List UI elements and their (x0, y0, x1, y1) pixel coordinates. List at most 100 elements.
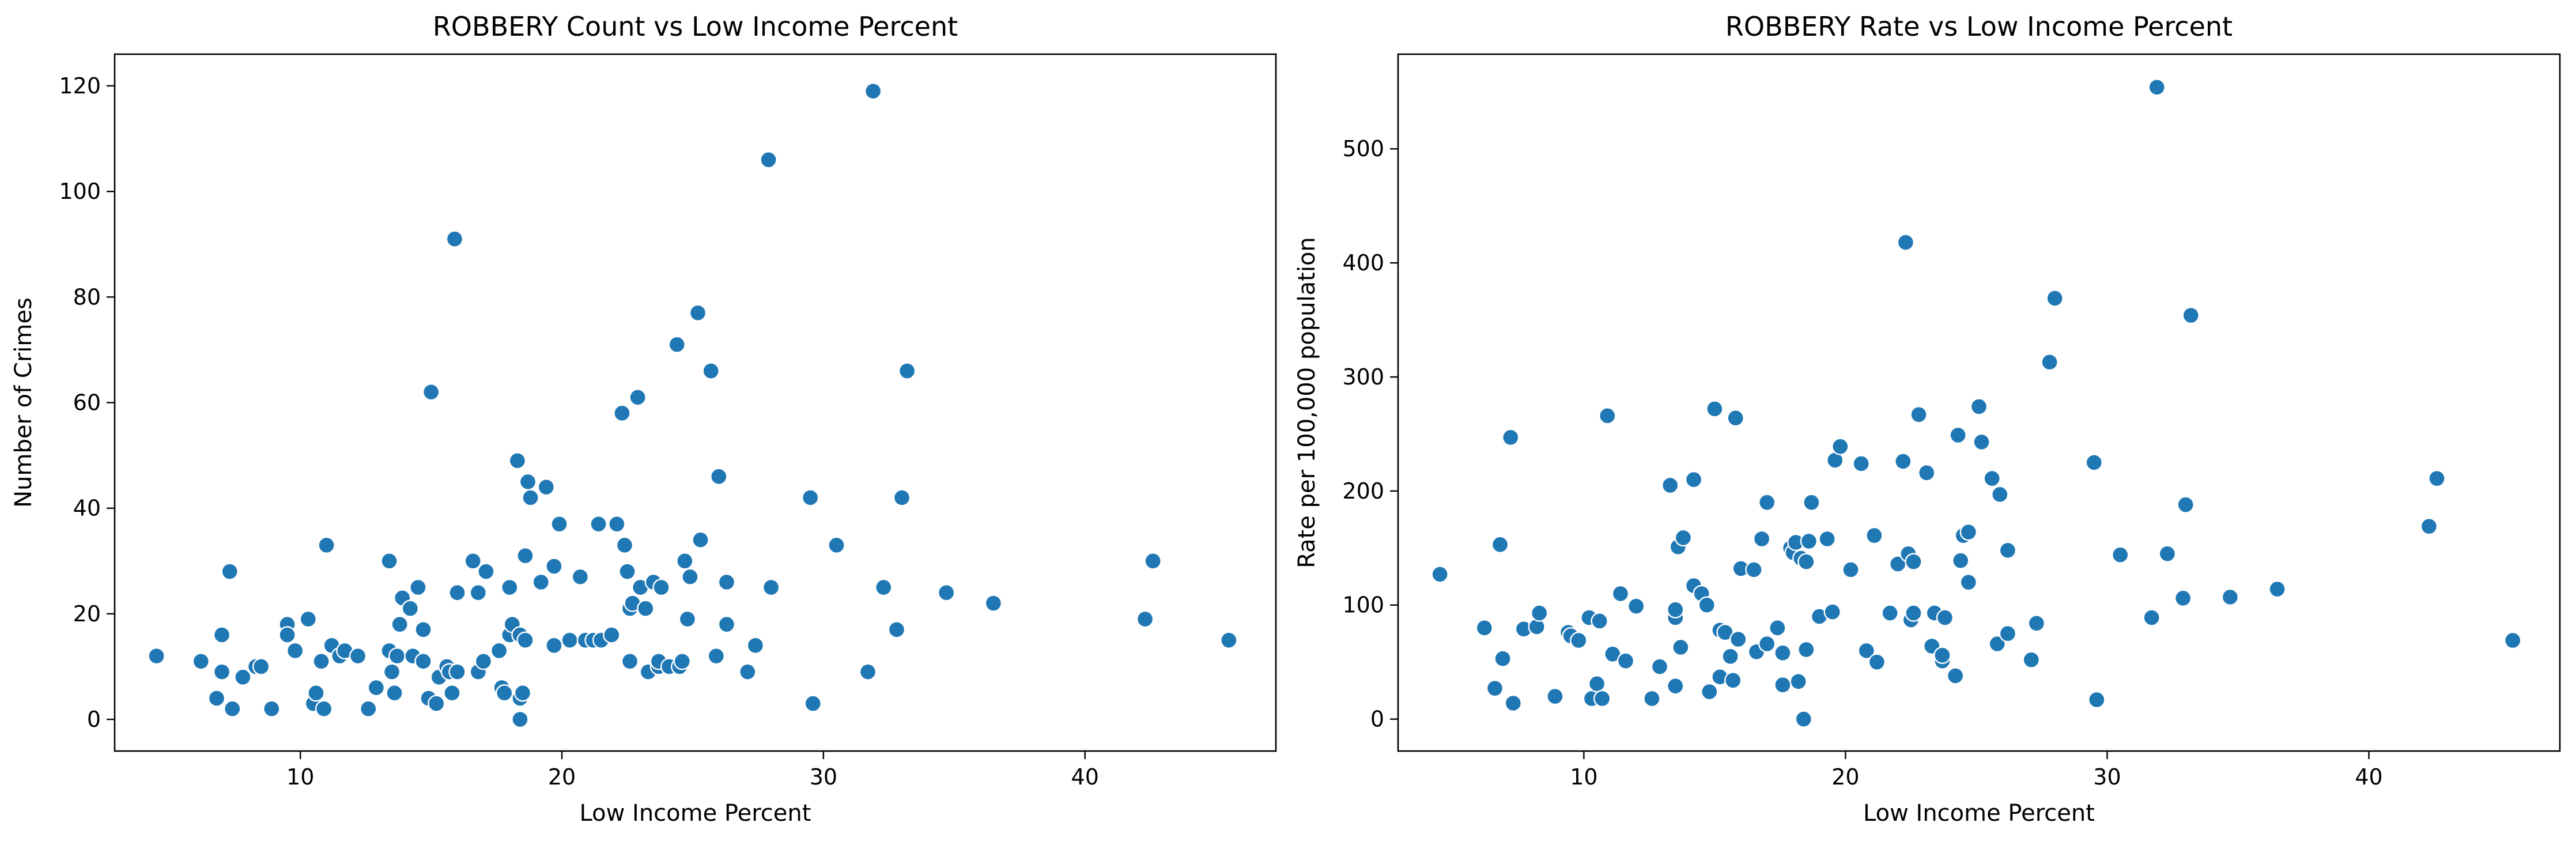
y-tick-label: 100 (1342, 593, 1384, 618)
y-axis-label: Number of Crimes (10, 297, 37, 508)
scatter-point (207, 689, 226, 707)
scatter-point (409, 578, 427, 597)
scatter-point (1857, 642, 1875, 660)
scatter-point (1797, 640, 1815, 659)
scatter-point (1530, 604, 1548, 622)
scatter-point (2504, 631, 2522, 650)
scatter-point (522, 489, 539, 507)
scatter-point (545, 636, 563, 655)
scatter-point (1797, 553, 1815, 571)
scatter-point (519, 473, 537, 491)
scatter-point (1905, 604, 1922, 622)
scatter-point (224, 700, 241, 718)
plot-area (114, 53, 1277, 752)
scatter-point (1611, 584, 1630, 603)
scatter-point (1616, 652, 1635, 670)
y-axis-label: Rate per 100,000 population (1294, 237, 1320, 568)
scatter-point (315, 700, 333, 718)
scatter-point (532, 573, 550, 591)
scatter-point (2085, 454, 2103, 471)
x-tick-label: 40 (1071, 764, 1099, 790)
scatter-point (428, 695, 445, 712)
scatter-point (278, 626, 296, 644)
scatter-point (213, 626, 231, 644)
scatter-point (893, 489, 911, 507)
scatter-point (1701, 682, 1718, 701)
scatter-point (1752, 530, 1771, 548)
scatter-point (1502, 428, 1520, 447)
scatter-point (1865, 526, 1883, 545)
scatter-point (1661, 476, 1679, 495)
scatter-point (615, 536, 634, 554)
scatter-point (717, 615, 736, 633)
scatter-point (299, 610, 318, 628)
scatter-point (1952, 552, 1970, 569)
y-tick-label: 60 (73, 390, 101, 416)
x-axis-label: Low Income Percent (1863, 800, 2095, 827)
scatter-point (221, 563, 239, 580)
scatter-point (1789, 673, 1807, 691)
x-tick-label: 10 (1570, 764, 1597, 790)
scatter-point (349, 647, 367, 665)
y-tick-label: 100 (59, 179, 101, 204)
scatter-point (613, 404, 631, 423)
x-tick-label: 20 (548, 764, 576, 790)
scatter-point (1136, 610, 1154, 628)
scatter-point (496, 684, 513, 702)
scatter-point (1999, 624, 2017, 643)
scatter-point (545, 557, 563, 575)
scatter-point (318, 536, 335, 554)
scatter-point (1905, 553, 1922, 571)
scatter-point (1988, 635, 2006, 653)
scatter-point (590, 515, 607, 533)
scatter-point (681, 568, 699, 586)
x-tick-label: 30 (2093, 764, 2121, 790)
scatter-point (2027, 614, 2046, 632)
x-tick-label: 40 (2355, 764, 2382, 790)
scatter-point (464, 552, 482, 570)
scatter-point (1852, 455, 1870, 473)
scatter-point (828, 536, 845, 554)
scatter-point (148, 647, 165, 665)
scatter-point (474, 652, 493, 670)
scatter-point (1946, 667, 1965, 685)
scatter-point (448, 663, 466, 681)
scatter-point (702, 362, 720, 380)
scatter-point (414, 652, 432, 670)
scatter-point (477, 563, 495, 580)
scatter-points (148, 82, 1238, 729)
scatter-point (2022, 651, 2041, 669)
scatter-point (1650, 658, 1669, 676)
scatter-point (1758, 493, 1776, 511)
scatter-point (443, 684, 461, 702)
scatter-point (875, 578, 893, 597)
scatter-point (2158, 545, 2177, 563)
scatter-point (1910, 406, 1928, 424)
scatter-point (1933, 646, 1951, 664)
scatter-point (388, 647, 406, 665)
scatter-point (1800, 532, 1818, 550)
chart-title: ROBBERY Rate vs Low Income Percent (1725, 11, 2233, 42)
x-tick-label: 10 (286, 764, 314, 790)
chart-panel-1: ROBBERY Count vs Low Income Percent 10 20 3… (10, 11, 1277, 827)
scatter-point (448, 584, 466, 602)
scatter-point (2428, 469, 2446, 488)
scatter-point (1591, 612, 1608, 630)
y-tick-label: 20 (73, 601, 101, 627)
scatter-point (804, 695, 822, 712)
scatter-point (380, 552, 398, 570)
scatter-point (1727, 409, 1744, 427)
scatter-point (1431, 565, 1449, 583)
scatter-point (859, 663, 877, 681)
scatter-point (801, 489, 819, 507)
scatter-point (263, 700, 281, 718)
y-tick-label: 0 (1370, 707, 1384, 732)
scatter-point (1991, 485, 2009, 503)
scatter-point (1959, 523, 1978, 541)
scatter-point (469, 584, 488, 602)
scatter-point (637, 599, 655, 617)
scatter-point (1667, 677, 1684, 695)
scatter-point (252, 658, 270, 676)
scatter-point (1721, 647, 1739, 665)
scatter-point (1999, 541, 2017, 559)
